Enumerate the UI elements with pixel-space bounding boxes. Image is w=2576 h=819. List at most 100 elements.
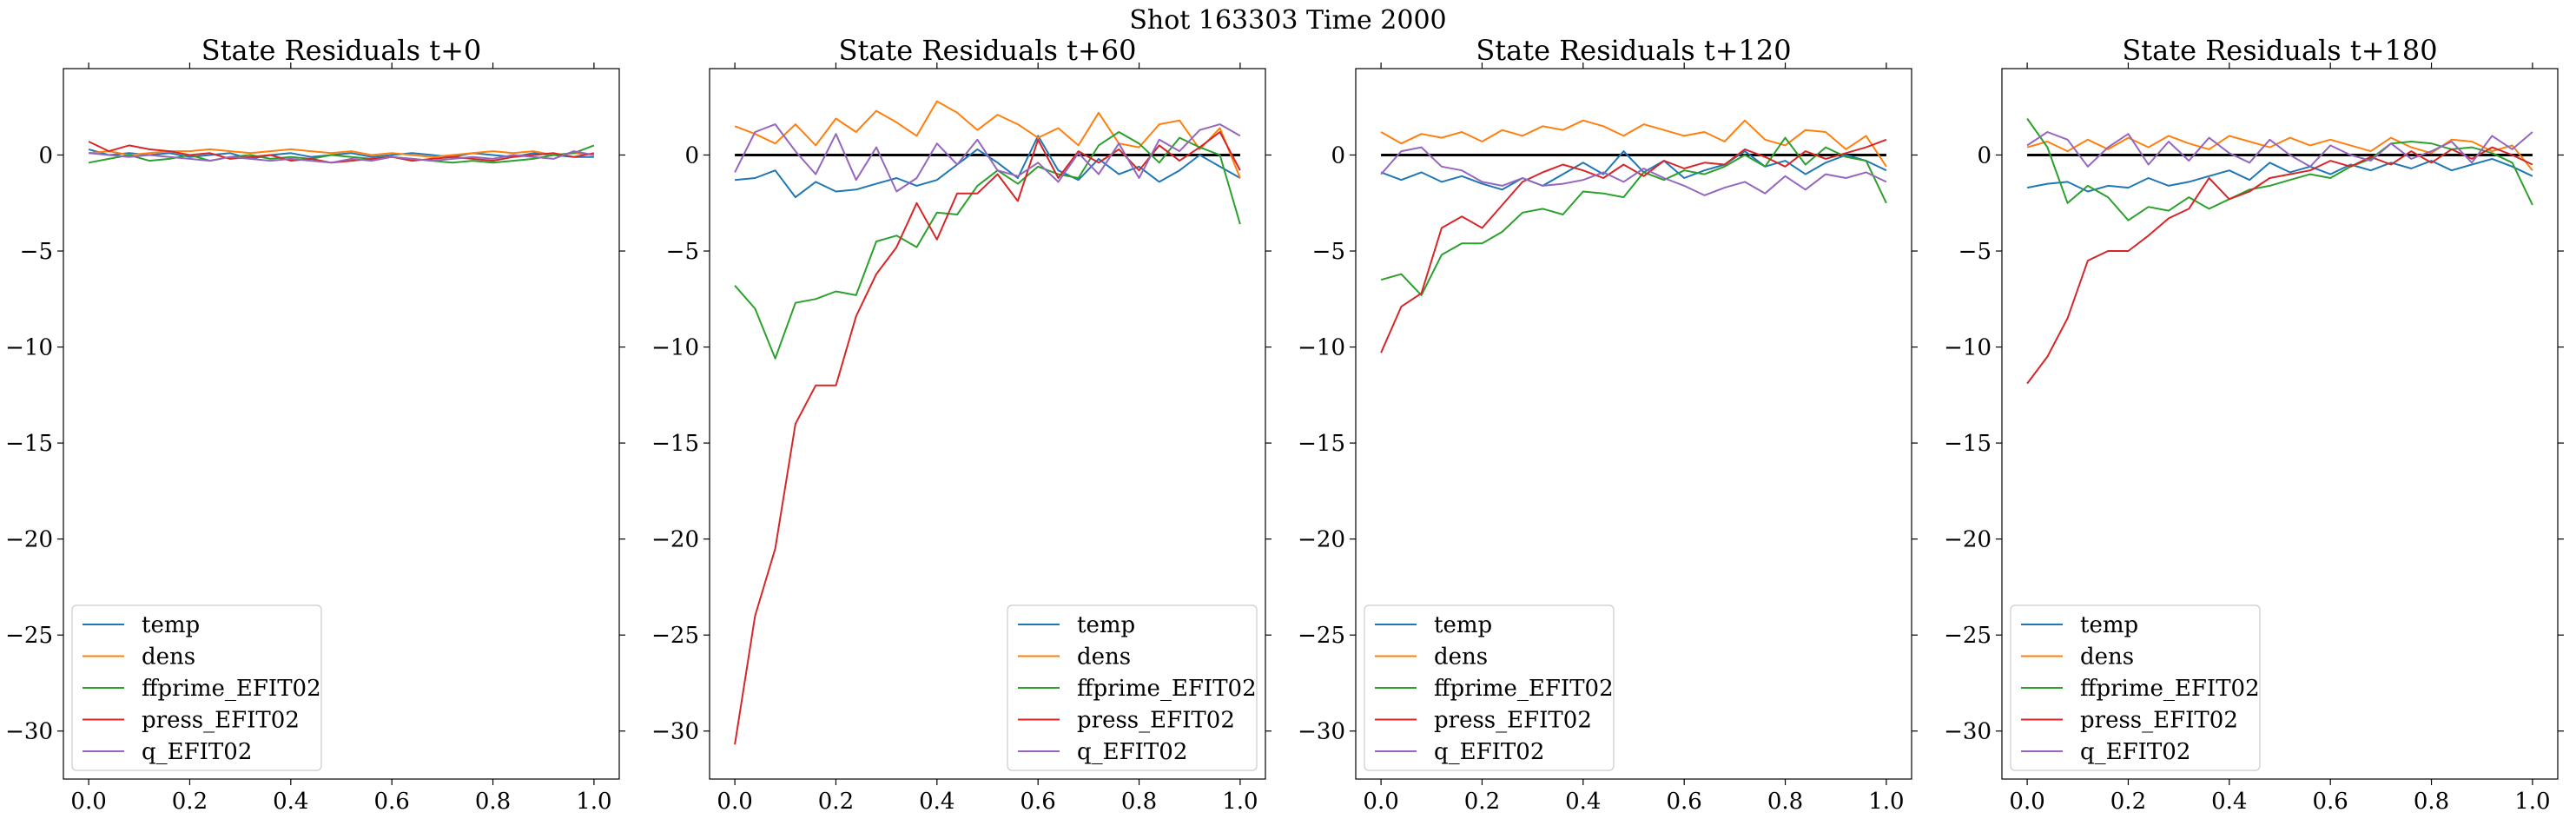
y-tick-label: −10 [1944,335,1991,361]
legend-box [1364,604,1615,771]
x-tick-label: 0.8 [1121,789,1157,815]
y-tick-label: −5 [20,239,53,265]
y-tick-label: −30 [1298,719,1345,745]
y-tick-label: −25 [1298,623,1345,649]
x-tick-label: 1.0 [1868,789,1904,815]
x-tick-label: 0.6 [2313,789,2348,815]
y-tick-label: −5 [1312,239,1345,265]
x-tick-label: 0.4 [1565,789,1601,815]
y-tick-label: −20 [651,527,699,553]
series-line-press_EFIT02 [734,131,1241,745]
panels: State Residuals t+0 0.0 0.2 0.4 0.6 0.8 1.0 0 −5… [5,34,2564,815]
legend-label: temp [142,612,200,638]
series-line-press_EFIT02 [2026,146,2533,385]
series-line-temp [2026,157,2533,193]
series-line-q_EFIT02 [2026,131,2533,168]
legend-label: ffprime_EFIT02 [1434,676,1614,702]
x-tick-label: 0.8 [475,789,511,815]
legend-label: dens [2080,644,2134,670]
series-line-dens [734,100,1241,179]
y-tick-label: 0 [38,142,53,168]
y-tick-label: −15 [1944,431,1991,457]
x-tick-label: 0.4 [273,789,308,815]
x-tick-label: 0.2 [818,789,854,815]
y-tick-label: 0 [1977,142,1991,168]
series-line-ffprime_EFIT02 [1380,136,1887,296]
x-tick-label: 1.0 [1222,789,1258,815]
figure-suptitle: Shot 163303 Time 2000 [1129,5,1446,36]
data-area [1380,119,1887,353]
legend-label: ffprime_EFIT02 [2080,676,2260,702]
x-tick-label: 0.2 [2110,789,2146,815]
series-line-q_EFIT02 [734,123,1241,193]
x-tick-label: 0.6 [1020,789,1056,815]
legend-label: temp [2080,612,2138,638]
x-tick-label: 0.4 [919,789,954,815]
x-tick-label: 0.2 [172,789,208,815]
panel-title: State Residuals t+0 [201,34,482,67]
legend-label: ffprime_EFIT02 [1077,676,1257,702]
y-tick-label: −25 [1944,623,1991,649]
x-tick-label: 0.2 [1464,789,1500,815]
y-tick-label: −10 [5,335,53,361]
y-tick-label: −5 [666,239,699,265]
y-tick-label: −30 [5,719,53,745]
x-tick-label: 0.0 [2009,789,2044,815]
panel-3: State Residuals t+120 0.0 0.2 0.4 0.6 0.8 1.0 0… [1298,34,1918,815]
x-tick-label: 0.4 [2211,789,2247,815]
legend: temp dens ffprime_EFIT02 press_EFIT02 q_EFIT… [1007,604,1258,771]
legend-label: q_EFIT02 [1077,739,1187,765]
series-line-ffprime_EFIT02 [2026,117,2533,221]
legend-label: press_EFIT02 [1434,708,1592,734]
series-line-temp [1380,150,1887,191]
legend-box [2010,604,2261,771]
legend-label: q_EFIT02 [2080,739,2190,765]
legend-label: press_EFIT02 [142,708,300,734]
x-tick-label: 1.0 [576,789,611,815]
plot-frame [63,68,620,780]
series-line-dens [1380,119,1887,168]
x-tick-label: 0.8 [1767,789,1803,815]
panel-title: State Residuals t+60 [839,34,1137,67]
plot-frame [2001,68,2559,780]
x-tick-label: 0.0 [1363,789,1398,815]
y-tick-label: −20 [1298,527,1345,553]
x-tick-label: 0.6 [374,789,410,815]
y-tick-label: −15 [5,431,53,457]
y-tick-label: −15 [1298,431,1345,457]
y-tick-label: −20 [1944,527,1991,553]
panel-title: State Residuals t+180 [2122,34,2437,67]
plot-frame [1355,68,1912,780]
legend: temp dens ffprime_EFIT02 press_EFIT02 q_EFIT… [71,604,322,771]
series-line-press_EFIT02 [1380,138,1887,353]
series-line-press_EFIT02 [88,141,595,164]
panel-4: State Residuals t+180 0.0 0.2 0.4 0.6 0.8 1.0 0… [1944,34,2564,815]
legend: temp dens ffprime_EFIT02 press_EFIT02 q_EFIT… [2010,604,2261,771]
legend-label: press_EFIT02 [2080,708,2238,734]
legend-label: temp [1434,612,1492,638]
series-line-ffprime_EFIT02 [734,131,1241,360]
legend-label: dens [142,644,195,670]
series-line-q_EFIT02 [89,150,595,164]
x-tick-label: 0.0 [717,789,752,815]
x-tick-label: 0.0 [70,789,106,815]
x-tick-label: 0.6 [1667,789,1702,815]
legend-label: ffprime_EFIT02 [142,676,321,702]
y-tick-label: −20 [5,527,53,553]
legend-label: press_EFIT02 [1077,708,1235,734]
plot-frame [709,68,1266,780]
series-line-temp [88,148,594,160]
x-tick-label: 1.0 [2514,789,2550,815]
series-line-q_EFIT02 [1380,146,1887,196]
y-tick-label: −5 [1958,239,1991,265]
y-tick-label: −30 [651,719,699,745]
panel-1: State Residuals t+0 0.0 0.2 0.4 0.6 0.8 1.0 0 −5… [5,34,625,815]
legend-label: dens [1077,644,1131,670]
series-line-ffprime_EFIT02 [88,144,595,164]
data-area [2026,117,2533,385]
legend-box [1007,604,1258,771]
data-area [88,141,595,164]
y-tick-label: 0 [684,142,699,168]
x-tick-label: 0.8 [2414,789,2449,815]
